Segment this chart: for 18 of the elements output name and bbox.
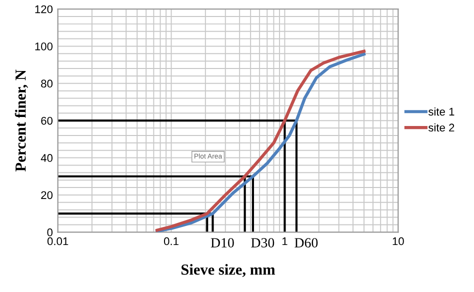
y-tick-label: 20 — [41, 191, 53, 200]
legend-label: site 1 — [428, 107, 454, 116]
x-tick-label: 10 — [392, 237, 404, 246]
x-tick-label: 1 — [282, 237, 288, 246]
legend-label: site 2 — [428, 123, 454, 132]
annotation: D60 — [294, 238, 318, 248]
x-tick-label: 0.1 — [164, 237, 178, 246]
y-tick-label: 120 — [35, 5, 53, 14]
y-tick-label: 60 — [41, 116, 53, 125]
x-tick-label: 0.01 — [47, 237, 68, 246]
annotation: D30 — [251, 238, 274, 248]
y-tick-label: 80 — [41, 80, 53, 88]
x-axis-title: Sieve size, mm — [182, 264, 276, 277]
y-tick-label: 100 — [35, 42, 53, 50]
annotation: D10 — [210, 238, 234, 248]
y-axis-title: Percent finer, N — [14, 70, 28, 172]
y-tick-label: 40 — [40, 154, 53, 162]
y-tick-label: 0 — [47, 228, 53, 236]
